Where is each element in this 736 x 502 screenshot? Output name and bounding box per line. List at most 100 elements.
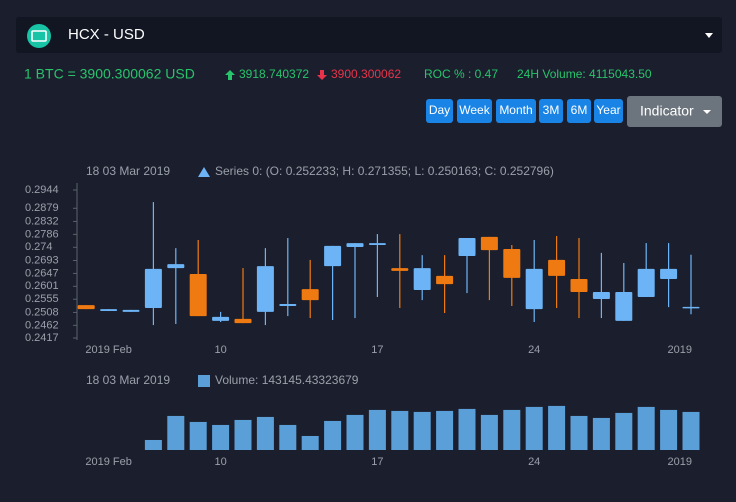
candle-body [368, 243, 386, 246]
candle-body [570, 279, 588, 292]
candle-body [234, 318, 252, 324]
x-tick-label: 2019 Feb [85, 456, 131, 468]
volume-bar [391, 410, 409, 450]
volume-bar [346, 414, 364, 450]
up-arrow [225, 70, 235, 80]
volume-bar [413, 411, 431, 450]
volume-bar [525, 406, 543, 450]
candle-body [256, 266, 274, 312]
candle-body [144, 268, 162, 308]
y-tick-label: 0.2508 [25, 306, 59, 318]
range-buttons: Day Week Month 3M 6M Year [426, 99, 623, 123]
volume-bar [189, 421, 207, 450]
candle-body [301, 289, 319, 301]
candle-body [682, 306, 700, 309]
x-tick-label: 24 [528, 344, 540, 356]
volume-bar [256, 416, 274, 450]
y-tick-label: 0.2601 [25, 280, 59, 292]
x-tick-label: 17 [371, 344, 383, 356]
range-button[interactable] [496, 99, 536, 123]
candle-body [122, 309, 140, 312]
volume-bar [548, 405, 566, 450]
candle-body [324, 245, 342, 267]
y-tick-label: 0.2417 [25, 332, 59, 344]
rate: 1 BTC = 3900.300062 USD [24, 66, 195, 82]
candle-body [100, 309, 118, 312]
volume-bar [570, 415, 588, 450]
pair-dropdown[interactable] [16, 17, 722, 53]
button-label: 6M [571, 103, 588, 117]
candle-body [503, 248, 521, 278]
volume-bar [301, 435, 319, 450]
series-label: Series 0: (O: 0.252233; H: 0.271355; L: … [215, 164, 554, 178]
x-tick-label: 2019 [668, 456, 692, 468]
candle-body [637, 268, 655, 297]
x-tick-label: 2019 [668, 344, 692, 356]
candle-body [592, 291, 610, 299]
date-label: 18 03 Mar 2019 [86, 373, 170, 387]
y-tick-label: 0.2832 [25, 215, 59, 227]
legend-symbol [198, 167, 210, 177]
logo-glyph [31, 30, 47, 42]
button-label: Week [459, 103, 490, 117]
volume-bar [637, 406, 655, 450]
candle-body [413, 268, 431, 290]
indicator-caret [703, 110, 711, 114]
range-button[interactable] [539, 99, 563, 123]
y-tick-label: 0.2462 [25, 319, 59, 331]
day-volume: 24H Volume: 4115043.50 [517, 67, 652, 81]
indicator-label: Indicator [640, 103, 694, 119]
candle-body [615, 291, 633, 321]
range-button[interactable] [457, 99, 492, 123]
y-tick-label: 0.2944 [25, 184, 59, 196]
candle-body [660, 268, 678, 280]
pair-title: HCX - USD [68, 26, 145, 43]
high-price: 3918.740372 [239, 67, 309, 81]
volume-bar [212, 424, 230, 450]
roc: ROC % : 0.47 [424, 67, 498, 81]
y-tick-label: 0.274 [25, 241, 53, 253]
y-tick-label: 0.2879 [25, 202, 59, 214]
volume-bar [167, 415, 185, 450]
button-label: Day [429, 103, 450, 117]
candle-body [189, 273, 207, 317]
volume-bar [279, 424, 297, 450]
volume-bar [436, 410, 454, 450]
volume-bar [660, 409, 678, 450]
y-tick-label: 0.2693 [25, 254, 59, 266]
candle-body [480, 236, 498, 251]
range-button[interactable] [594, 99, 623, 123]
x-tick-label: 17 [371, 456, 383, 468]
volume-bar [458, 408, 476, 450]
logo [27, 24, 51, 48]
date-label: 18 03 Mar 2019 [86, 164, 170, 178]
candle-body [525, 268, 543, 310]
candle-body [458, 238, 476, 256]
volume-bar [615, 412, 633, 450]
candle-body [212, 316, 230, 321]
indicator-button[interactable] [627, 96, 722, 127]
button-label: Year [596, 103, 620, 117]
volume-bar [592, 417, 610, 450]
volume-bar [503, 409, 521, 450]
x-tick-label: 24 [528, 456, 540, 468]
volume-bar [324, 420, 342, 450]
low-price: 3900.300062 [331, 67, 401, 81]
range-button[interactable] [567, 99, 591, 123]
candle-body [77, 305, 95, 310]
candle-body [167, 264, 185, 269]
candle-body [436, 275, 454, 285]
volume-bar [480, 414, 498, 450]
volume-bar [234, 419, 252, 450]
x-tick-label: 10 [214, 344, 226, 356]
y-tick-label: 0.2647 [25, 267, 59, 279]
volume-bar [682, 411, 700, 450]
range-button[interactable] [426, 99, 453, 123]
dropdown-caret [705, 33, 713, 38]
button-label: 3M [543, 103, 560, 117]
down-arrow [317, 70, 327, 80]
volume-bar [144, 439, 162, 450]
x-tick-label: 10 [214, 456, 226, 468]
